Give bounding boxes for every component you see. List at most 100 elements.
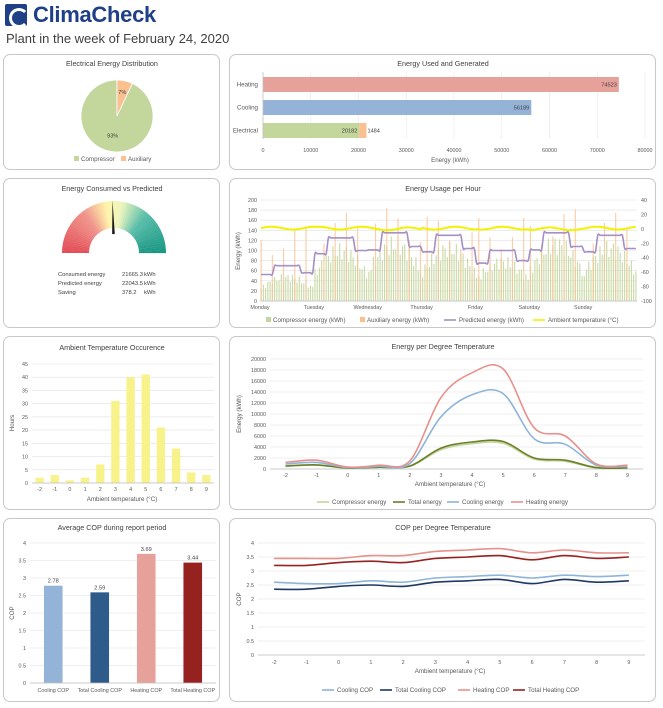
gauge-segment [68, 224, 94, 241]
chart-title: Ambient Temperature Occurence [59, 343, 164, 352]
bar-auxiliary [500, 249, 502, 301]
x-tick-label: 2 [99, 487, 102, 493]
gauge-segment [95, 203, 107, 230]
bar-compressor [267, 282, 269, 301]
bar-compressor [469, 266, 471, 301]
legend-item: Total Cooling COP [395, 687, 446, 694]
bar-cooling-cop [43, 585, 63, 683]
bar-compressor [484, 272, 487, 301]
bar-compressor [514, 261, 516, 301]
bar-compressor [545, 254, 547, 301]
bar-compressor [417, 270, 419, 301]
gauge-row-unit: kWh [144, 290, 156, 296]
line-heating-energy [285, 364, 628, 469]
bar-compressor [559, 239, 561, 301]
bar-compressor [263, 123, 360, 138]
gauge-chart: Energy Consumed vs Predicted Consumed ene… [58, 184, 166, 296]
y-axis-label: Hours [9, 415, 16, 432]
x-tick-label: -1 [52, 487, 57, 493]
bar-compressor [422, 277, 424, 301]
gauge-segment [134, 222, 158, 240]
y-tick-label: 80 [251, 259, 257, 265]
gauge-segment [130, 214, 151, 236]
bar-compressor [316, 274, 318, 301]
panel-cop-per-degree: COP per Degree Temperature 0 0.5 1 1.5 2 2.5 3 3… [229, 518, 656, 702]
bar-compressor [321, 260, 323, 301]
bar-compressor [276, 280, 278, 301]
bar-compressor [561, 245, 563, 301]
bar-compressor [406, 260, 408, 301]
page-subtitle: Plant in the week of February 24, 2020 [6, 31, 230, 46]
bar-compressor [359, 268, 361, 301]
x-tick-label: 10000 [303, 148, 318, 154]
gauge-segment [92, 204, 106, 231]
gauge-segment [97, 202, 108, 230]
y-tick-label: 25 [22, 415, 28, 421]
bar-compressor [339, 243, 341, 301]
x-tick-label: -2 [37, 487, 42, 493]
bar-compressor [599, 246, 601, 301]
x-tick-label: 5 [498, 660, 501, 666]
y2-tick-label: -100 [641, 299, 652, 305]
line-ambient [261, 225, 637, 232]
bar-compressor [366, 278, 368, 301]
hourly-chart: Energy Usage per Hour 0 20 40 60 80 100 120 140 1… [235, 184, 652, 324]
y-tick-label: 0 [254, 299, 257, 305]
bar-compressor [388, 254, 390, 301]
y-tick-label: 6000 [254, 434, 266, 440]
y-tick-label: 10000 [251, 412, 266, 418]
bar-compressor [274, 276, 276, 301]
bar-compressor [451, 253, 453, 301]
bar-data-label: 74523 [601, 83, 617, 89]
bar-compressor [348, 262, 350, 301]
bar-auxiliary [471, 232, 473, 301]
bar-compressor [543, 254, 545, 301]
bar-compressor [525, 274, 527, 301]
x-tick-label: 30000 [399, 148, 414, 154]
bar-compressor [446, 257, 448, 301]
y-tick-label: 4 [23, 541, 26, 547]
bar-auxiliary [563, 214, 565, 301]
bar-compressor [621, 262, 623, 301]
y-tick-label: 20 [22, 428, 28, 434]
bar-compressor [570, 257, 572, 301]
panel-energy-per-hour: Energy Usage per Hour 0 20 40 60 80 100 120 140 1… [229, 178, 656, 328]
bar-compressor [464, 267, 466, 301]
bar-compressor [433, 263, 435, 301]
bar-compressor [475, 277, 478, 301]
gauge-row-value: 22043.5 [122, 281, 143, 287]
line-predicted [261, 230, 636, 276]
bar-compressor [330, 262, 332, 301]
gauge-segment [132, 218, 155, 238]
bar-data-label: 2.59 [94, 585, 105, 591]
bar-compressor [435, 255, 437, 301]
x-tick-label: -1 [314, 473, 319, 479]
bar-auxiliary [541, 244, 543, 301]
bar-compressor [635, 271, 637, 301]
x-tick-label: 6 [533, 473, 536, 479]
y2-tick-label: -20 [641, 241, 649, 247]
bar-auxiliary [437, 221, 439, 301]
gauge-segment [77, 214, 98, 236]
gauge-segment [137, 236, 165, 247]
y-tick-label: 3.5 [19, 559, 27, 565]
y2-tick-label: 20 [641, 212, 647, 218]
gauge-segment [79, 212, 99, 235]
bar-compressor [285, 276, 287, 301]
gauge-segment [138, 250, 166, 254]
x-category-label: Heating COP [130, 688, 162, 694]
y2-tick-label: -60 [641, 270, 649, 276]
y-tick-label: 200 [248, 198, 257, 204]
gauge-segment [128, 210, 147, 234]
y-tick-label: 10 [22, 455, 28, 461]
gauge-segment [126, 207, 143, 233]
x-tick-label: 7 [563, 660, 566, 666]
bar-data-label: 3.44 [187, 556, 198, 562]
gauge-segment [83, 209, 101, 233]
gauge-segment [90, 205, 104, 231]
bar-compressor [307, 287, 309, 301]
gauge-row-label: Saving [58, 290, 76, 296]
gauge-segment [135, 227, 161, 242]
x-tick-label: -2 [283, 473, 288, 479]
bar-auxiliary [283, 248, 285, 301]
